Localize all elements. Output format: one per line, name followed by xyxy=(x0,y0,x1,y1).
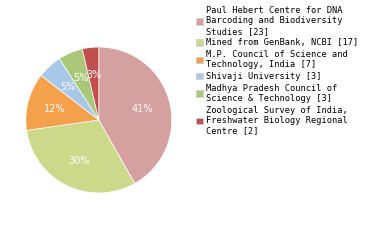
Text: 5%: 5% xyxy=(60,82,76,92)
Legend: Paul Hebert Centre for DNA
Barcoding and Biodiversity
Studies [23], Mined from G: Paul Hebert Centre for DNA Barcoding and… xyxy=(194,4,360,137)
Wedge shape xyxy=(99,47,172,184)
Text: 41%: 41% xyxy=(132,103,153,114)
Text: 12%: 12% xyxy=(44,103,66,114)
Wedge shape xyxy=(27,120,135,193)
Wedge shape xyxy=(59,49,99,120)
Wedge shape xyxy=(41,59,99,120)
Wedge shape xyxy=(82,47,99,120)
Wedge shape xyxy=(26,75,99,130)
Text: 5%: 5% xyxy=(73,73,89,83)
Text: 3%: 3% xyxy=(86,70,101,80)
Text: 30%: 30% xyxy=(68,156,90,166)
